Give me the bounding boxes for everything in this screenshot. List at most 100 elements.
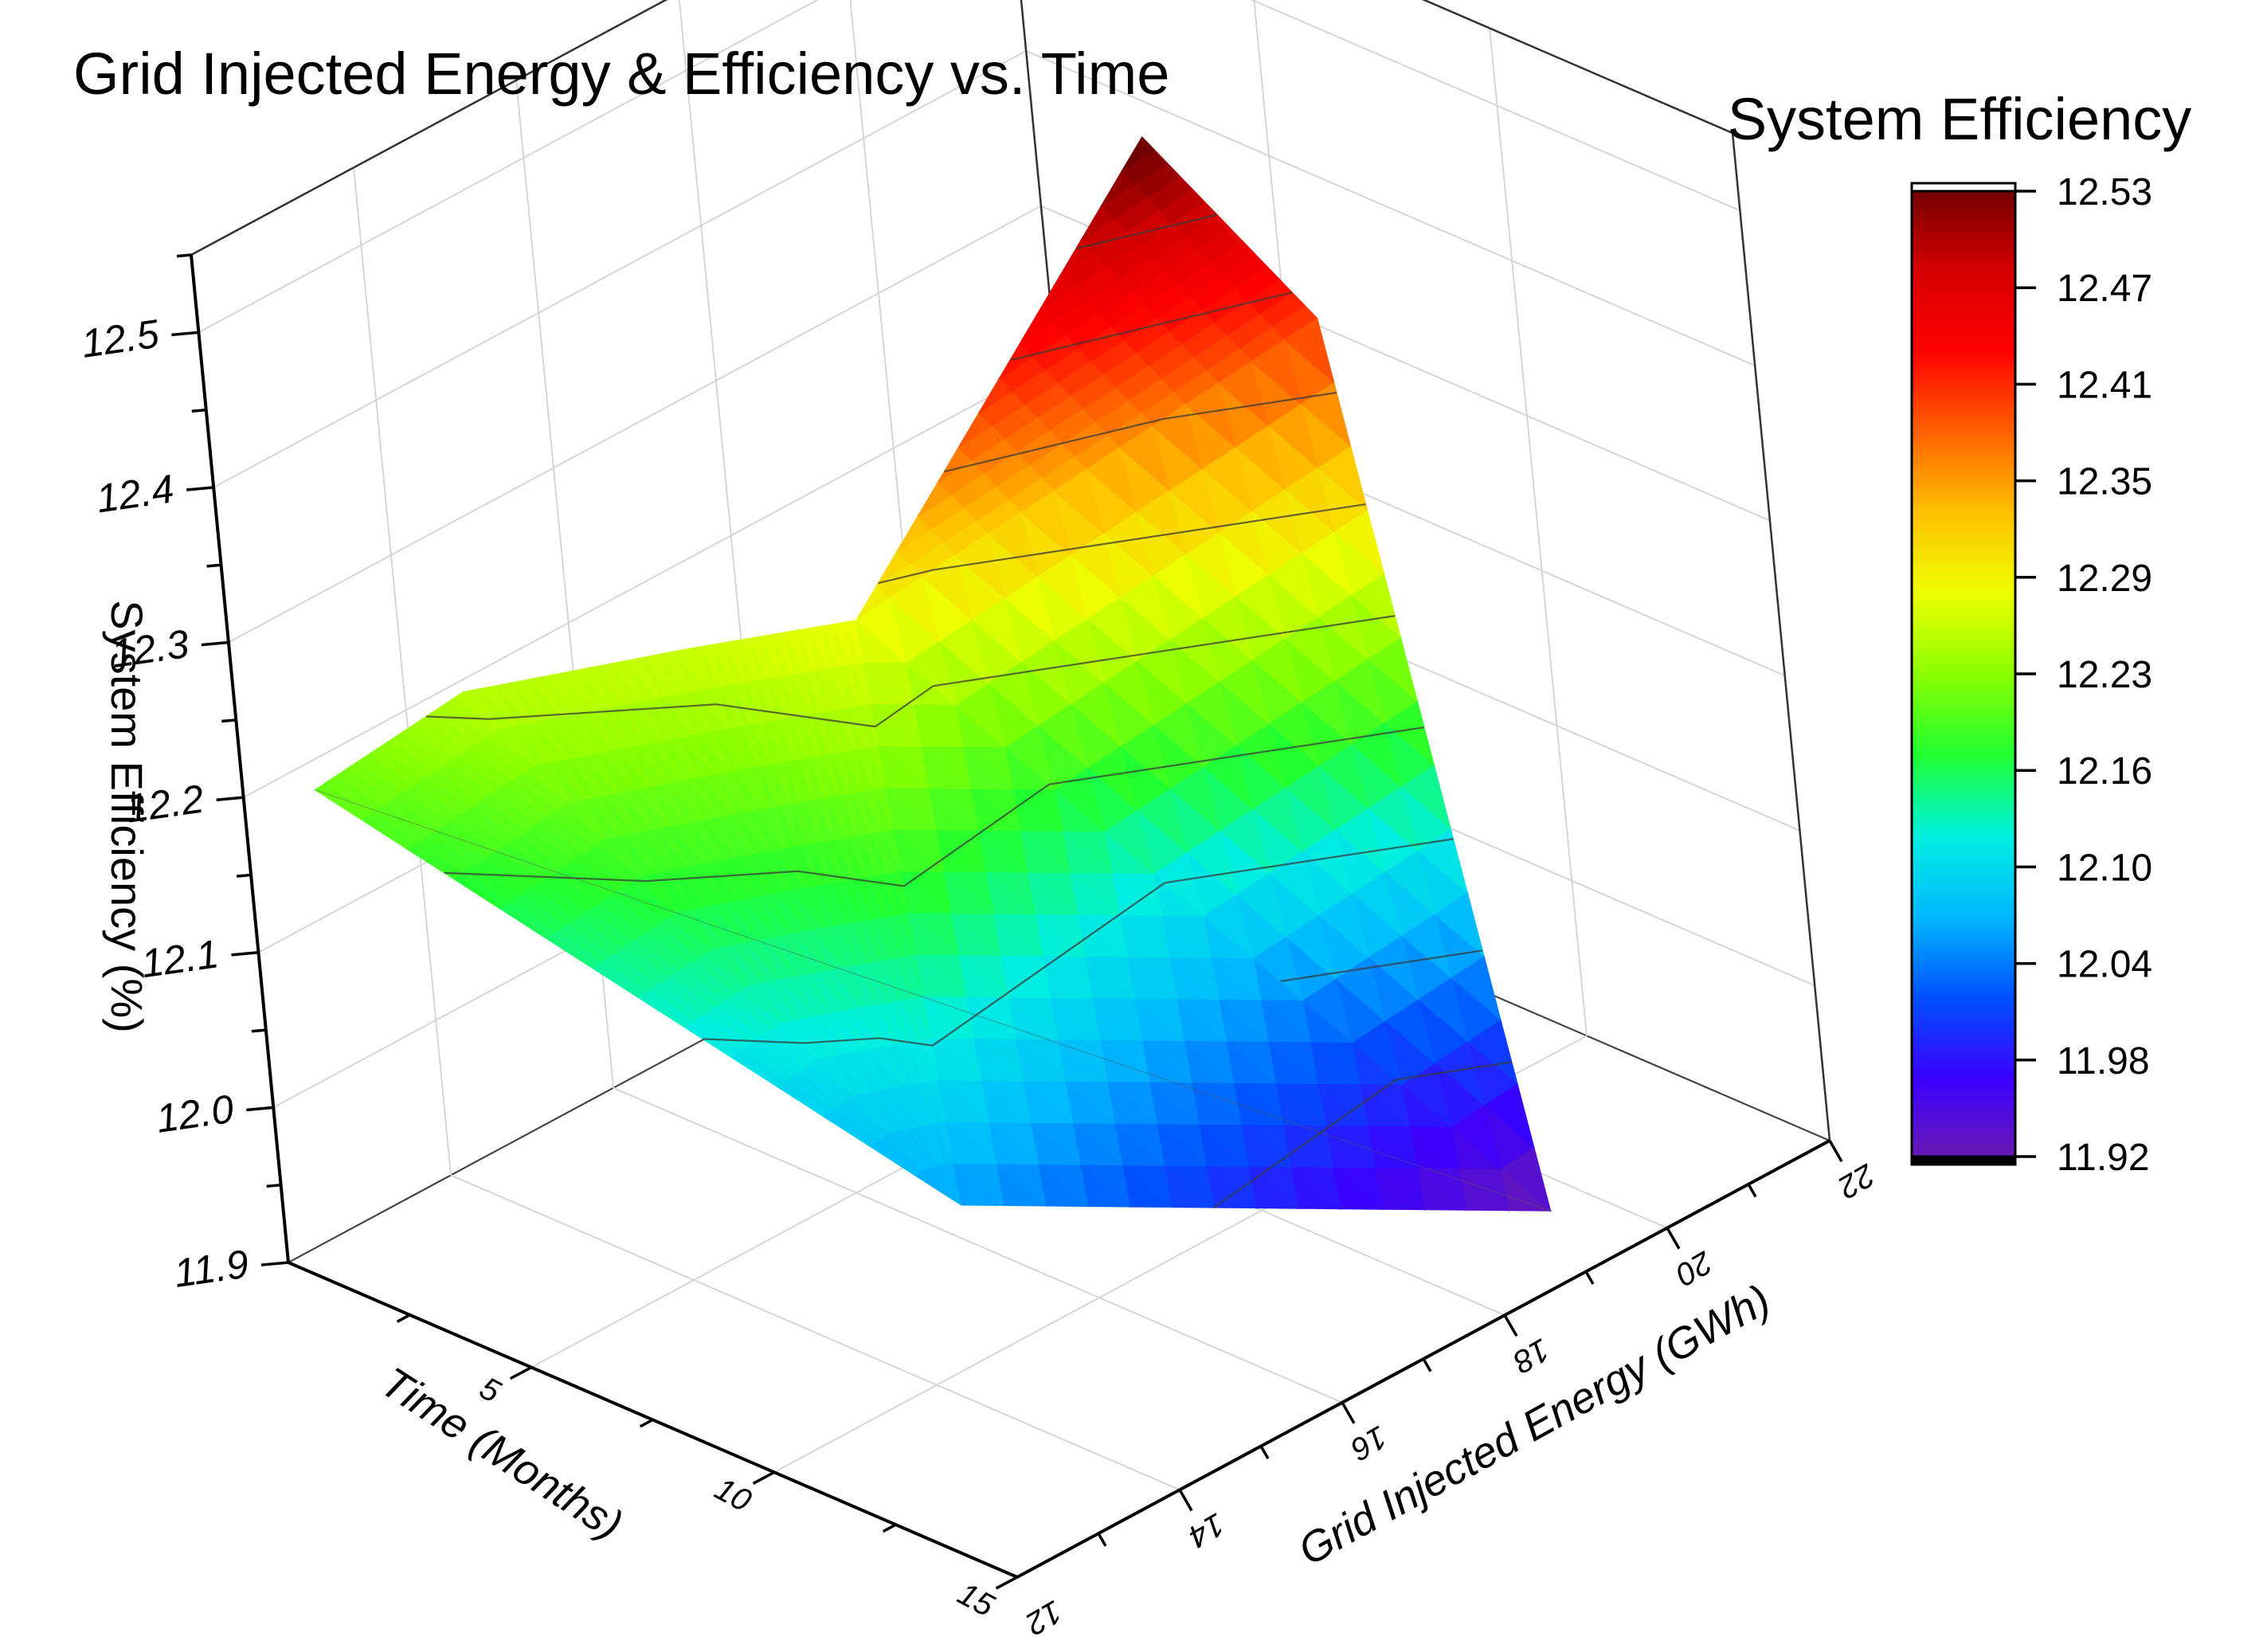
surface-cell bbox=[639, 654, 677, 695]
contour-segment bbox=[1280, 949, 1483, 982]
colorbar-tick-label: 11.92 bbox=[2057, 1137, 2150, 1179]
surface-cell bbox=[1283, 317, 1335, 384]
y-tick-label: 14 bbox=[1182, 1506, 1231, 1554]
surface-cell bbox=[687, 646, 709, 689]
colorbar-under-swatch bbox=[1910, 1155, 2017, 1166]
surface-cell bbox=[542, 672, 580, 714]
contour-segment bbox=[1396, 1061, 1512, 1081]
surface-cell bbox=[855, 597, 907, 664]
z-tick-major bbox=[201, 640, 229, 647]
z-tick-major bbox=[186, 486, 214, 491]
contour-segment bbox=[933, 503, 1366, 571]
z-tick-label: 12.3 bbox=[108, 621, 191, 676]
contour-lines bbox=[315, 213, 1551, 1212]
surface-cell bbox=[324, 775, 373, 813]
y-tick-major bbox=[1828, 1140, 1843, 1162]
wall-grid-z-left bbox=[243, 360, 1057, 799]
surface-cell bbox=[1250, 339, 1302, 405]
surface-cell bbox=[937, 447, 972, 483]
surface-cell bbox=[1019, 308, 1054, 345]
surface-cell bbox=[1039, 274, 1074, 311]
contour-segment bbox=[425, 715, 490, 720]
floor-grid-y bbox=[450, 1174, 1180, 1491]
surface-cell bbox=[784, 629, 805, 673]
x-tick-label: 5 bbox=[474, 1371, 507, 1411]
x-tick-major bbox=[752, 1470, 775, 1485]
surface-cell bbox=[953, 1161, 1005, 1207]
contour-segment bbox=[715, 703, 876, 728]
contour-segment bbox=[1163, 391, 1337, 421]
contour-segment bbox=[932, 882, 1165, 1047]
y-tick-label: 12 bbox=[1020, 1594, 1068, 1642]
surface-cell bbox=[711, 642, 733, 685]
surface-cell bbox=[921, 554, 973, 621]
colorbar-tick-label: 12.41 bbox=[2057, 364, 2152, 406]
surface-cell bbox=[1052, 468, 1105, 534]
surface-cell bbox=[987, 511, 1039, 578]
surface-cell bbox=[796, 628, 816, 671]
x-tick-minor bbox=[882, 1523, 897, 1533]
colorbar-gradient bbox=[1910, 186, 2017, 1161]
plot-axes: 11.9 12.0 12.1 12.2 12.3 12.4 12.5 5 10 15 12 14 16 1… bbox=[79, 253, 1881, 1642]
y-tick-minor bbox=[1097, 1533, 1107, 1547]
z-tick-label: 12.1 bbox=[139, 931, 221, 986]
surface-cell bbox=[623, 657, 661, 699]
contour-segment bbox=[444, 871, 647, 883]
y-tick-major bbox=[1503, 1314, 1518, 1337]
contour-segment bbox=[903, 783, 1050, 887]
surface-cell bbox=[420, 712, 468, 750]
surface-plot bbox=[314, 136, 1552, 1212]
z-tick-minor bbox=[266, 1183, 281, 1188]
y-tick-major bbox=[1178, 1489, 1193, 1512]
surface-cell bbox=[388, 733, 436, 771]
surface-cell bbox=[808, 625, 828, 669]
contour-segment bbox=[1009, 291, 1293, 362]
contour-segment bbox=[944, 417, 1164, 473]
y-tick-minor bbox=[1259, 1445, 1270, 1460]
surface-cell bbox=[1100, 170, 1135, 207]
x-tick-major bbox=[995, 1576, 1018, 1590]
z-tick-major bbox=[260, 1261, 289, 1266]
contour-segment bbox=[646, 870, 798, 883]
z-tick-minor bbox=[221, 718, 237, 723]
z-tick-minor bbox=[251, 1028, 267, 1033]
contour-segment bbox=[804, 1037, 880, 1044]
surface-cell bbox=[998, 343, 1033, 379]
y-tick-major bbox=[1341, 1401, 1356, 1424]
z-tick-label: 11.9 bbox=[171, 1241, 251, 1295]
surface-patch bbox=[855, 317, 1552, 1212]
surface-cell bbox=[527, 675, 564, 717]
contour-segment bbox=[933, 615, 1396, 687]
surface-patch bbox=[314, 691, 962, 1206]
surface-cell bbox=[510, 679, 548, 720]
y-axis-label: Grid Injected Energy (GWh) bbox=[1290, 1276, 1778, 1575]
z-tick-minor bbox=[176, 253, 192, 258]
surface-cell bbox=[870, 703, 922, 747]
surface-cell bbox=[1059, 240, 1094, 276]
surface-cell bbox=[747, 636, 769, 679]
wall-grid-x bbox=[1489, 28, 1588, 1036]
surface-cell bbox=[591, 664, 628, 705]
x-tick-minor bbox=[639, 1418, 654, 1428]
contour-segment bbox=[875, 685, 934, 728]
y-tick-minor bbox=[1584, 1270, 1595, 1285]
surface-cell bbox=[1217, 360, 1269, 427]
x-tick-major bbox=[509, 1366, 532, 1380]
surface-cell bbox=[900, 869, 953, 914]
y-tick-label: 22 bbox=[1832, 1157, 1881, 1205]
wall-grid-z-right bbox=[1250, 0, 1740, 212]
surface-cell bbox=[820, 624, 840, 667]
colorbar-tick-label: 12.47 bbox=[2057, 268, 2152, 310]
surface-cell bbox=[335, 768, 383, 806]
contour-segment bbox=[703, 1038, 805, 1044]
contour-segment bbox=[1165, 838, 1454, 884]
y-tick-minor bbox=[1747, 1183, 1757, 1198]
surface-cell bbox=[1086, 447, 1137, 513]
surface-cell bbox=[930, 1036, 983, 1081]
surface-cell bbox=[723, 640, 745, 683]
surface-cell bbox=[607, 660, 644, 702]
colorbar-tick-label: 11.98 bbox=[2057, 1040, 2150, 1082]
contour-segment bbox=[879, 1037, 933, 1047]
